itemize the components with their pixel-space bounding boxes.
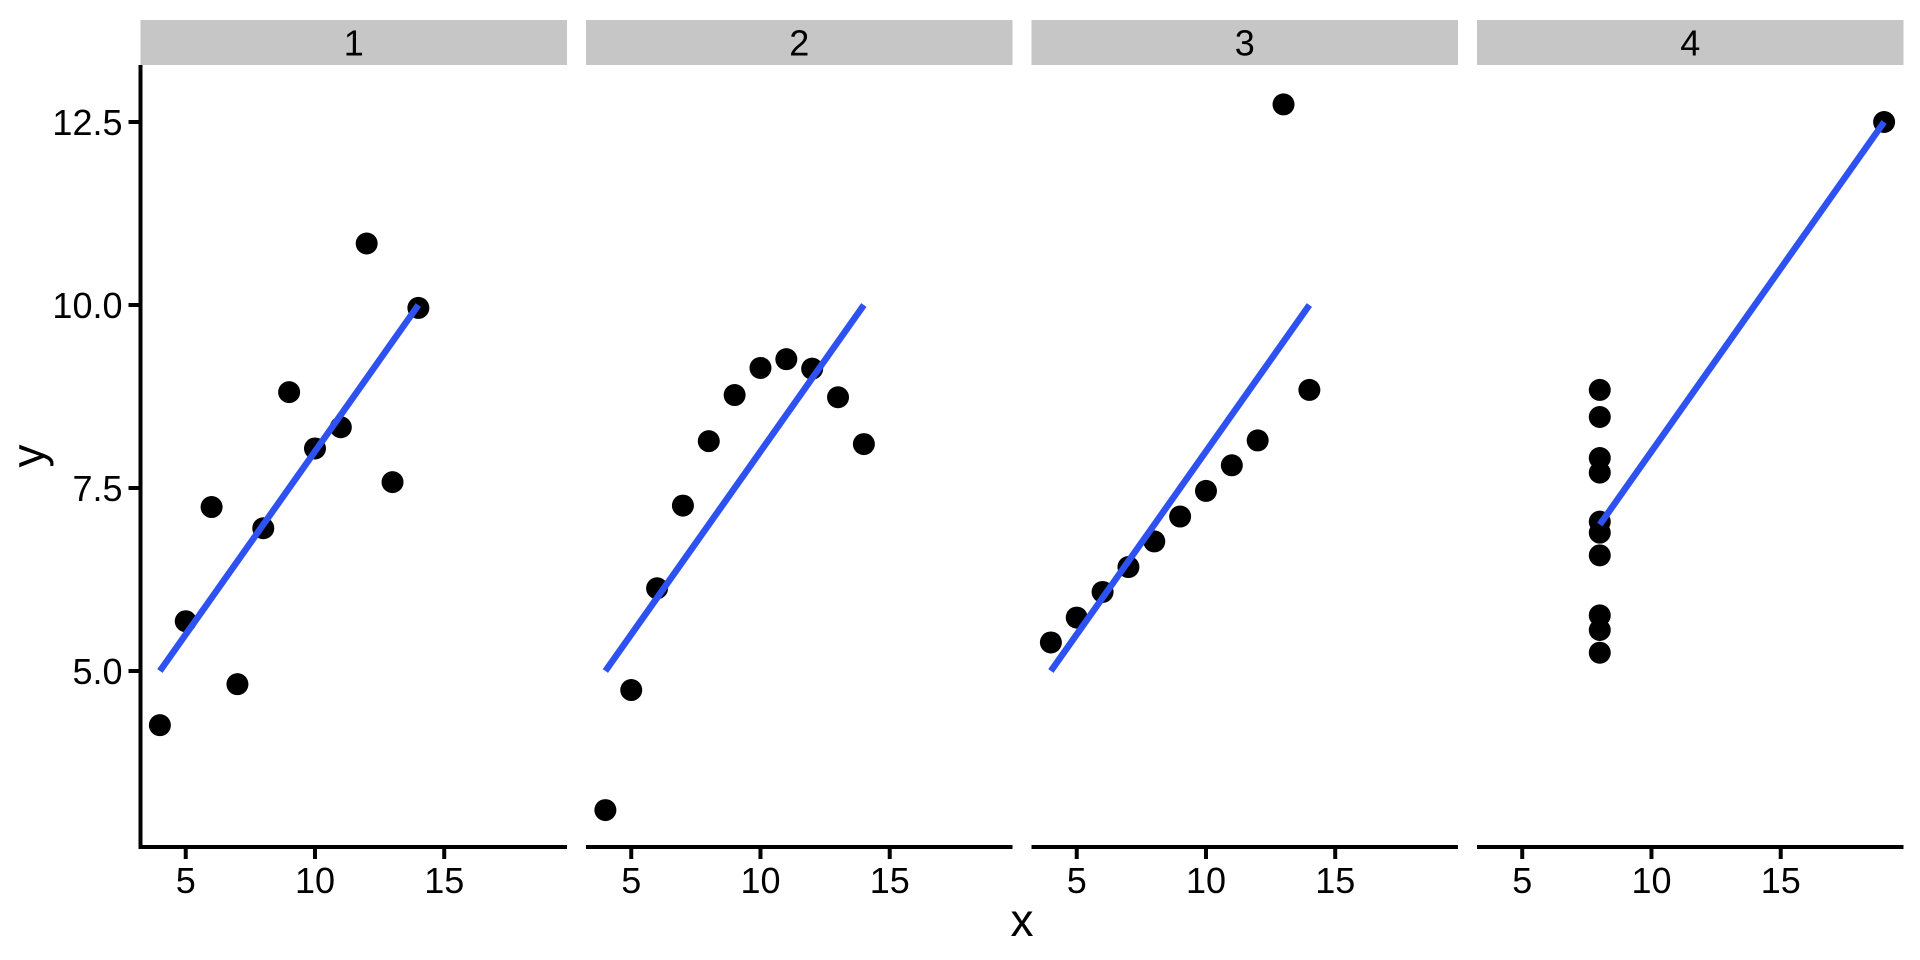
data-point xyxy=(620,679,643,702)
facet-strip-label: 3 xyxy=(1235,23,1255,64)
regression-line xyxy=(1048,303,1313,673)
x-axis-title: x xyxy=(1011,894,1034,946)
regression-line xyxy=(602,303,867,673)
x-tick-label: 15 xyxy=(870,860,910,901)
x-tick-label: 10 xyxy=(1186,860,1226,901)
y-tick-label: 5.0 xyxy=(72,651,122,692)
data-point xyxy=(1272,93,1295,116)
x-tick-label: 15 xyxy=(424,860,464,901)
facet-strip-label: 4 xyxy=(1680,23,1700,64)
data-point xyxy=(278,381,301,404)
data-point xyxy=(148,714,171,737)
y-axis-title: y xyxy=(2,445,54,468)
data-point xyxy=(1588,544,1611,567)
facet-panel-3: 3 5 10 15 xyxy=(1031,20,1458,901)
x-tick-label: 5 xyxy=(1512,860,1532,901)
data-point xyxy=(594,799,617,822)
data-point xyxy=(723,384,746,407)
facet-strip xyxy=(140,20,567,65)
data-point xyxy=(355,232,378,255)
y-tick-label: 12.5 xyxy=(52,102,122,143)
facet-panel-1: 15 10 155.07.510.012.5 xyxy=(52,20,567,901)
data-point xyxy=(827,386,850,409)
data-point xyxy=(775,348,798,371)
data-point xyxy=(749,356,772,379)
data-point xyxy=(1194,479,1217,502)
facet-strip xyxy=(1477,20,1904,65)
data-point xyxy=(671,494,694,517)
data-point xyxy=(1588,521,1611,544)
data-point xyxy=(226,673,249,696)
data-point xyxy=(1169,505,1192,528)
y-tick-label: 7.5 xyxy=(72,468,122,509)
data-point xyxy=(1588,378,1611,401)
x-tick-label: 5 xyxy=(1067,860,1087,901)
data-point xyxy=(1588,641,1611,664)
facet-strip xyxy=(1031,20,1458,65)
facet-strip-label: 2 xyxy=(789,23,809,64)
facet-panel-4: 4 5 10 15 xyxy=(1477,20,1904,901)
x-tick-label: 10 xyxy=(740,860,780,901)
data-point xyxy=(1588,405,1611,428)
x-tick-label: 5 xyxy=(176,860,196,901)
x-tick-label: 10 xyxy=(295,860,335,901)
facet-panel-2: 2 5 10 15 xyxy=(586,20,1013,901)
regression-line xyxy=(1597,120,1887,527)
data-point xyxy=(1220,454,1243,477)
data-point xyxy=(852,433,875,456)
data-point xyxy=(1298,378,1321,401)
data-point xyxy=(1588,446,1611,469)
data-point xyxy=(1246,429,1269,452)
data-point xyxy=(381,471,404,494)
x-tick-label: 15 xyxy=(1315,860,1355,901)
data-point xyxy=(200,496,223,519)
x-tick-label: 5 xyxy=(621,860,641,901)
y-tick-label: 10.0 xyxy=(52,285,122,326)
data-point xyxy=(1039,631,1062,654)
x-tick-label: 15 xyxy=(1761,860,1801,901)
regression-line xyxy=(157,303,422,673)
x-tick-label: 10 xyxy=(1631,860,1671,901)
data-point xyxy=(697,430,720,453)
data-point xyxy=(1588,619,1611,642)
facet-strip-label: 1 xyxy=(344,23,364,64)
facet-strip xyxy=(586,20,1013,65)
